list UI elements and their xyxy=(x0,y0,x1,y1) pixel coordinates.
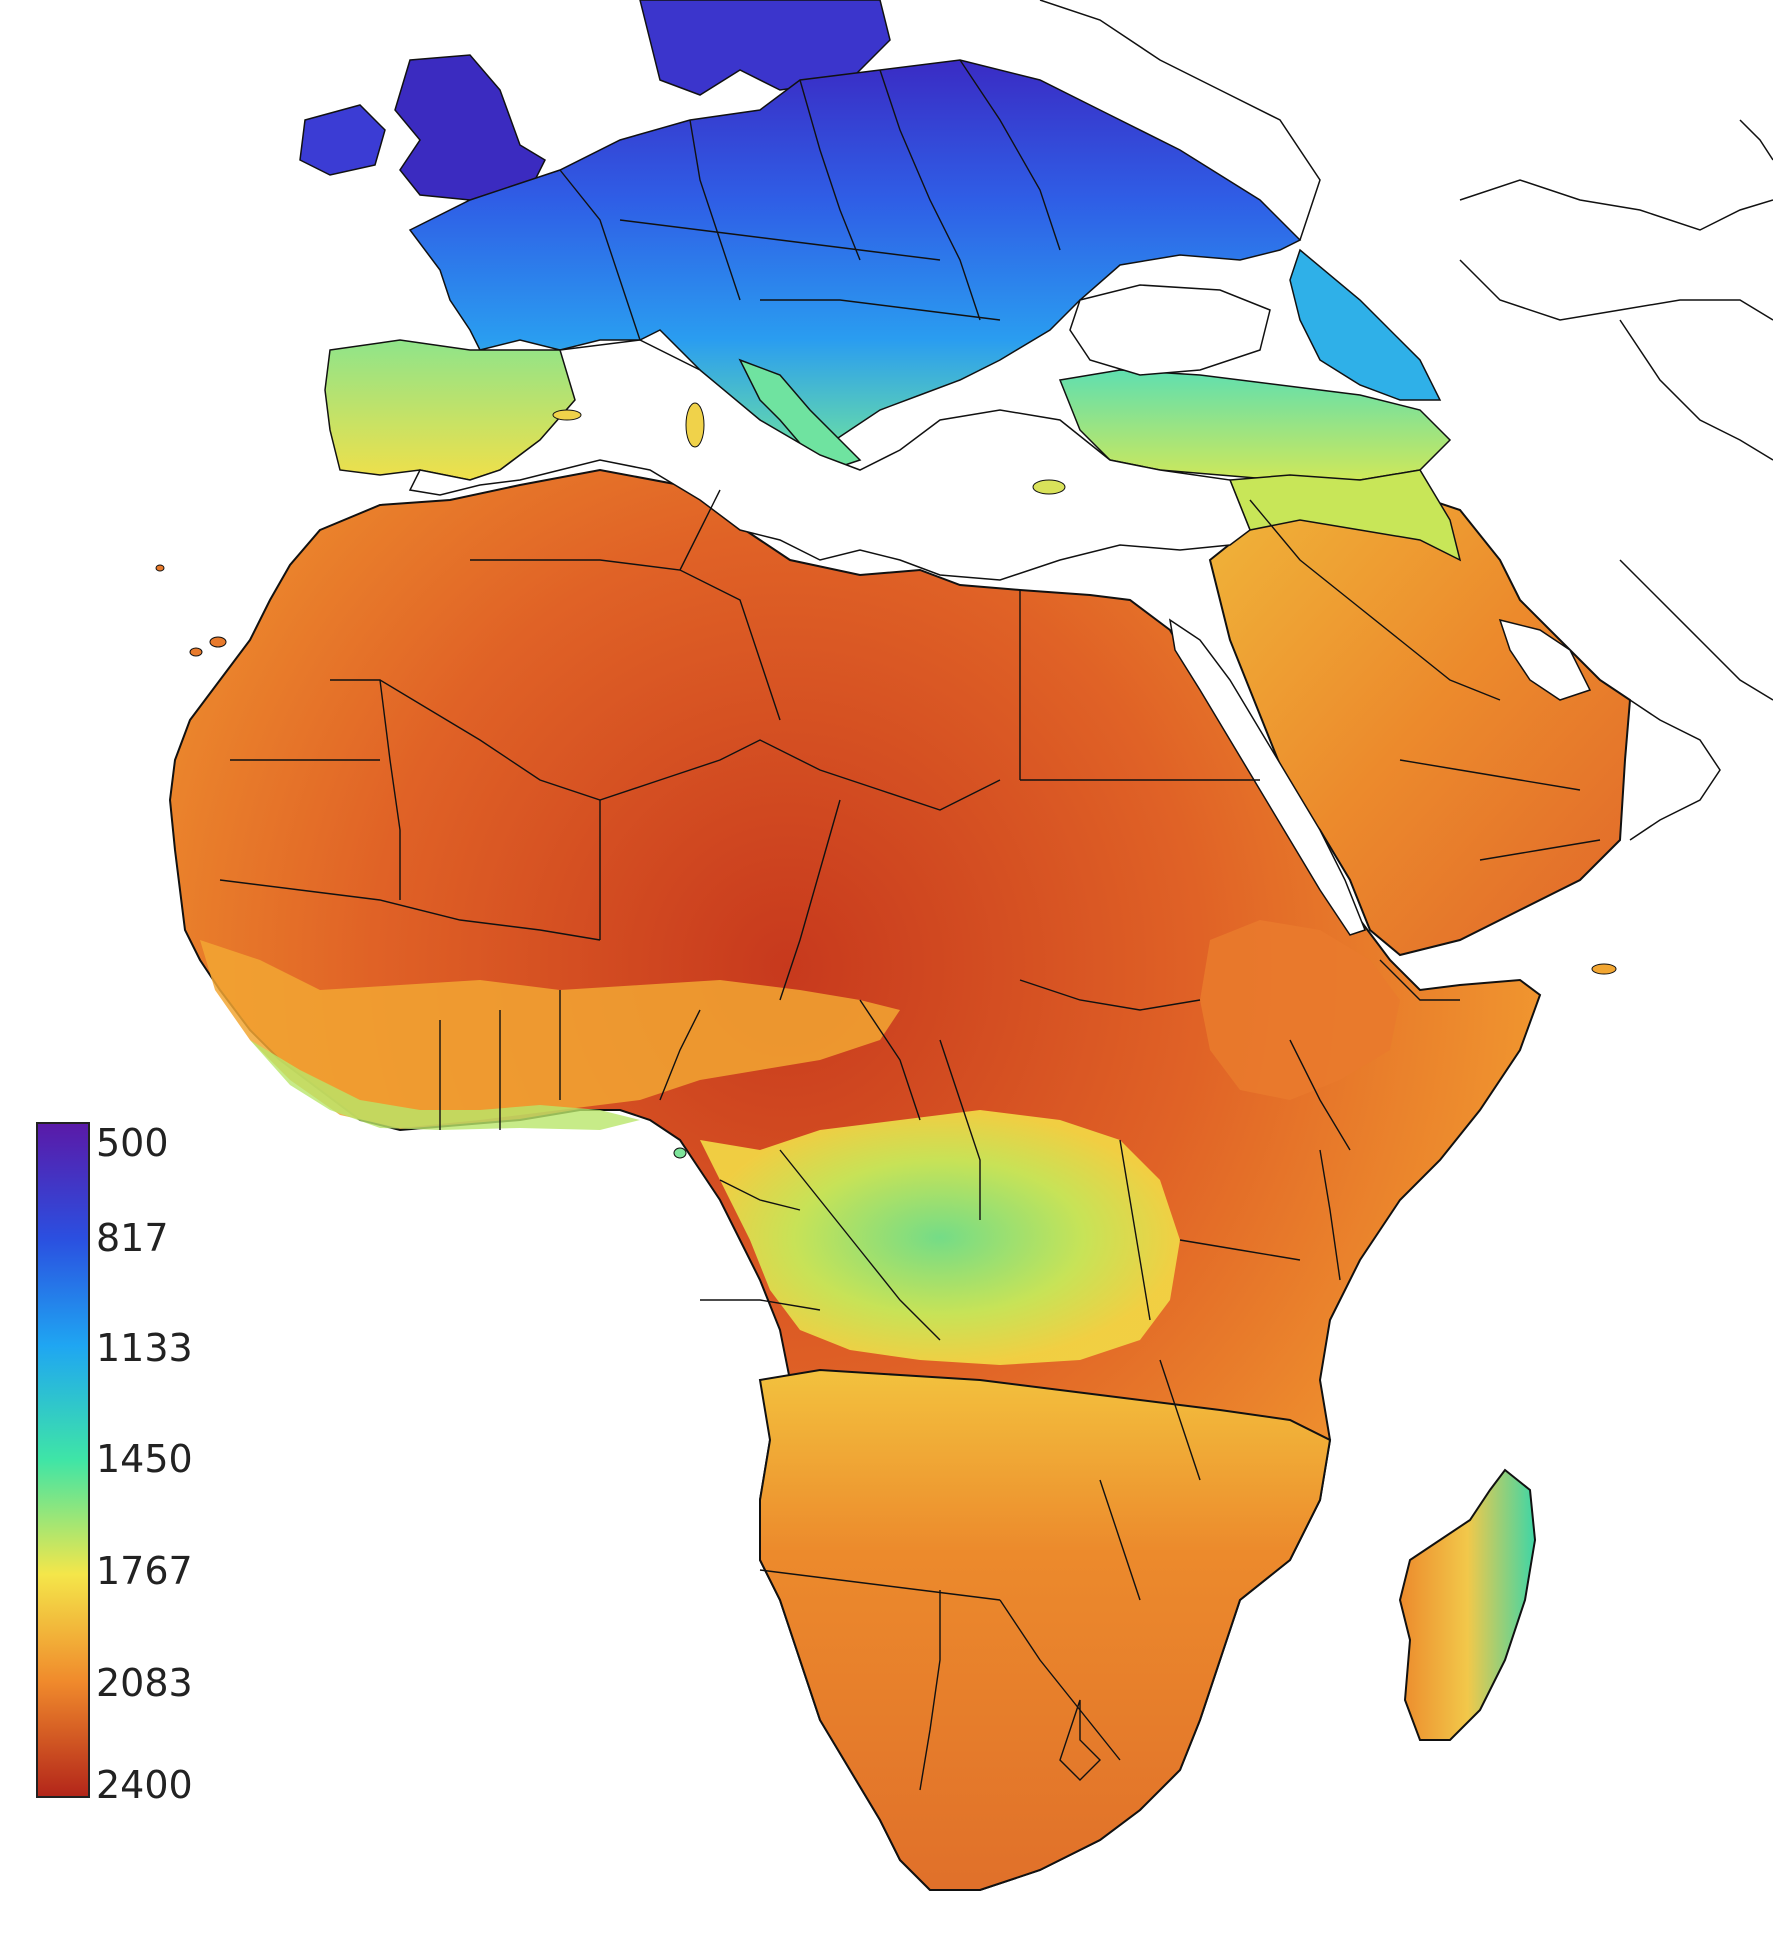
europe-landmass xyxy=(299,0,1302,471)
guinea-coast xyxy=(250,1040,640,1130)
persian-gulf xyxy=(1498,618,1592,701)
mediterranean-sea xyxy=(408,339,1251,581)
ireland xyxy=(299,104,386,176)
southern-africa xyxy=(758,1368,1332,1891)
mainland-europe xyxy=(408,59,1302,461)
water-bodies xyxy=(408,284,1592,936)
british-isles xyxy=(394,54,546,201)
black-sea xyxy=(1069,284,1271,376)
colorbar xyxy=(36,1122,90,1798)
madagascar xyxy=(1398,1468,1537,1741)
colorbar-tick-label: 1450 xyxy=(96,1437,193,1481)
colorbar-tick-label: 817 xyxy=(96,1216,169,1260)
country-borders xyxy=(219,59,1601,1791)
ethiopian-highlands xyxy=(1200,920,1400,1100)
levant xyxy=(1228,469,1462,562)
west-africa-sahel xyxy=(200,940,900,1128)
scandinavia xyxy=(639,0,891,96)
caucasus-region xyxy=(1289,248,1442,401)
islands xyxy=(155,402,1617,1159)
colorbar-tick-label: 2083 xyxy=(96,1661,193,1705)
eastern-outlines xyxy=(1039,0,1773,841)
colorbar-tick-label: 2400 xyxy=(96,1763,193,1807)
congo-basin xyxy=(700,1110,1180,1365)
colorbar-tick-label: 1133 xyxy=(96,1326,193,1370)
red-sea xyxy=(1168,618,1366,936)
colorbar-tick-label: 1767 xyxy=(96,1549,193,1593)
colorbar-tick-label: 500 xyxy=(96,1121,169,1165)
